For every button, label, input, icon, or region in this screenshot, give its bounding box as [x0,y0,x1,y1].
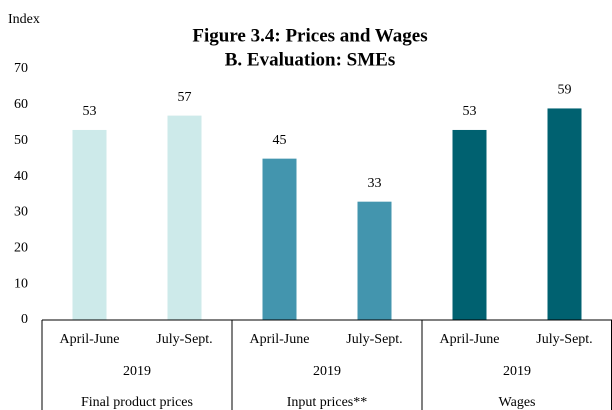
y-axis-label: Index [8,12,40,27]
value-label: 59 [558,83,572,98]
bar [167,115,202,320]
value-label: 53 [83,104,97,119]
bar [262,158,297,320]
y-tick-label: 20 [14,241,28,256]
x-tick-label: July-Sept. [536,332,592,347]
bar [357,201,392,320]
y-tick-label: 70 [14,61,28,76]
group-label: Final product prices [81,395,193,410]
x-tick-label: July-Sept. [346,332,402,347]
y-tick-label: 50 [14,133,28,148]
x-tick-label: July-Sept. [156,332,212,347]
chart-subtitle: B. Evaluation: SMEs [225,49,396,70]
y-tick-label: 40 [14,169,28,184]
bar [547,108,582,320]
y-tick-label: 30 [14,205,28,220]
bar [452,129,487,320]
chart-title: Figure 3.4: Prices and Wages [192,25,427,46]
value-label: 33 [368,176,382,191]
x-tick-label: April-June [250,332,310,347]
group-year: 2019 [313,364,341,379]
x-tick-label: April-June [60,332,120,347]
group-label: Wages [499,395,536,410]
value-label: 57 [178,90,192,105]
group-label: Input prices** [287,395,367,410]
group-year: 2019 [503,364,531,379]
bar [72,129,107,320]
value-label: 53 [463,104,477,119]
y-tick-label: 10 [14,276,28,291]
group-year: 2019 [123,364,151,379]
y-tick-label: 60 [14,97,28,112]
y-tick-label: 0 [21,312,28,327]
value-label: 45 [273,133,287,148]
x-tick-label: April-June [440,332,500,347]
